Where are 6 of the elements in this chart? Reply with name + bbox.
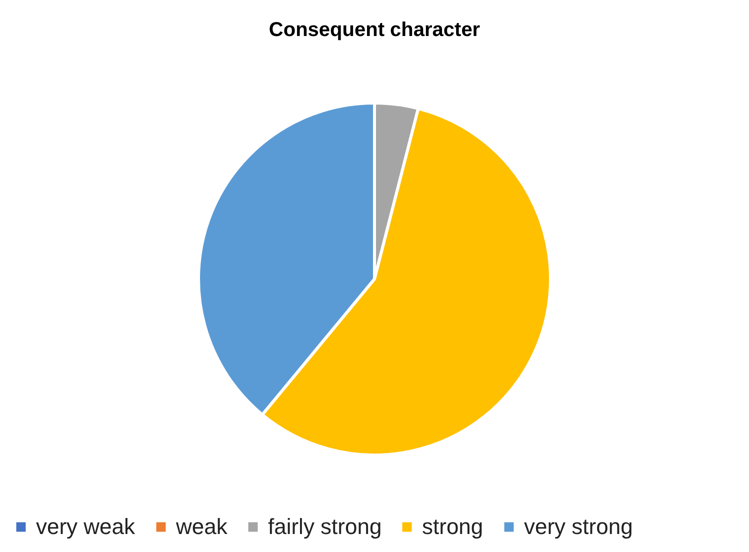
legend-label: strong: [422, 514, 484, 539]
legend-label: very weak: [36, 514, 136, 539]
chart-title: Consequent character: [268, 19, 480, 41]
legend-label: very strong: [524, 514, 633, 539]
legend-label: weak: [175, 514, 228, 539]
legend-label: fairly strong: [268, 514, 382, 539]
